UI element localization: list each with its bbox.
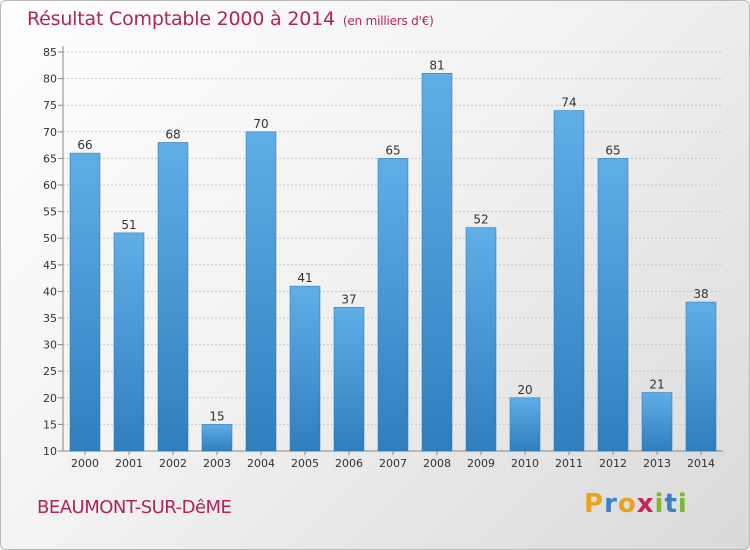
data-label-2002: 68 — [165, 127, 180, 141]
bar-2009 — [465, 227, 497, 452]
bar-2014 — [685, 301, 717, 452]
x-tick-label: 2000 — [71, 457, 99, 470]
y-tick-label: 40 — [43, 285, 57, 298]
x-tick-label: 2006 — [335, 457, 363, 470]
y-tick-label: 30 — [43, 339, 57, 352]
x-tick-label: 2004 — [247, 457, 275, 470]
x-tick-label: 2010 — [511, 457, 539, 470]
x-tick-label: 2009 — [467, 457, 495, 470]
chart-subtitle: (en milliers d'€) — [342, 14, 434, 28]
data-labels: 66 51 68 15 70 41 37 65 81 52 20 74 65 21 38 — [77, 58, 708, 423]
commune-name: BEAUMONT-SUR-DêME — [37, 497, 232, 518]
bar-2004 — [245, 131, 277, 452]
x-tick-label: 2011 — [555, 457, 583, 470]
data-label-2011: 74 — [561, 96, 576, 110]
x-tick-label: 2005 — [291, 457, 319, 470]
data-label-2000: 66 — [77, 138, 92, 152]
data-label-2014: 38 — [693, 287, 708, 301]
logo-letter: t — [664, 489, 678, 519]
data-label-2006: 37 — [341, 292, 356, 306]
data-label-2012: 65 — [605, 143, 620, 157]
chart-title-text: Résultat Comptable 2000 à 2014 — [27, 8, 335, 30]
y-tick-label: 35 — [43, 312, 57, 325]
y-tick-label: 50 — [43, 232, 57, 245]
x-tick-label: 2001 — [115, 457, 143, 470]
logo-letter: r — [604, 489, 618, 519]
y-tick-label: 20 — [43, 392, 57, 405]
y-tick-label: 70 — [43, 126, 57, 139]
logo-letter: o — [617, 489, 637, 519]
bar-2012 — [597, 158, 629, 452]
bar-2013 — [641, 392, 673, 452]
bar-2003 — [201, 424, 233, 452]
y-tick-label: 85 — [43, 46, 57, 59]
x-tick-label: 2014 — [687, 457, 715, 470]
x-tick-label: 2003 — [203, 457, 231, 470]
bars — [69, 73, 717, 452]
data-label-2010: 20 — [517, 383, 532, 397]
data-label-2013: 21 — [649, 377, 664, 391]
bar-2005 — [289, 285, 321, 452]
data-label-2008: 81 — [429, 58, 444, 72]
bar-2002 — [157, 142, 189, 452]
y-tick-label: 45 — [43, 259, 57, 272]
bar-2010 — [509, 397, 541, 452]
data-label-2005: 41 — [297, 271, 312, 285]
y-tick-label: 60 — [43, 179, 57, 192]
proxiti-logo: Proxiti — [584, 489, 688, 519]
logo-letter: i — [654, 489, 665, 519]
bar-2001 — [113, 232, 145, 452]
bar-2008 — [421, 73, 453, 452]
bar-2007 — [377, 158, 409, 452]
data-label-2001: 51 — [121, 218, 136, 232]
x-tick-label: 2012 — [599, 457, 627, 470]
logo-letter: x — [636, 489, 655, 519]
x-tick-label: 2002 — [159, 457, 187, 470]
y-tick-label: 55 — [43, 206, 57, 219]
y-tick-label: 65 — [43, 152, 57, 165]
chart-title: Résultat Comptable 2000 à 2014 (en millie… — [27, 8, 434, 30]
bar-2011 — [553, 110, 585, 452]
logo-letter: P — [584, 489, 605, 519]
bar-2006 — [333, 307, 365, 452]
y-tick-label: 80 — [43, 73, 57, 86]
y-tick-label: 25 — [43, 365, 57, 378]
bar-2000 — [69, 152, 101, 452]
data-label-2009: 52 — [473, 213, 488, 227]
logo-letter: i — [677, 489, 688, 519]
data-label-2003: 15 — [209, 409, 224, 423]
x-tick-label: 2007 — [379, 457, 407, 470]
x-tick-label: 2013 — [643, 457, 671, 470]
y-tick-label: 10 — [43, 445, 57, 458]
data-label-2007: 65 — [385, 143, 400, 157]
data-label-2004: 70 — [253, 117, 268, 131]
y-tick-label: 15 — [43, 418, 57, 431]
x-tick-label: 2008 — [423, 457, 451, 470]
y-tick-label: 75 — [43, 99, 57, 112]
axes: 10 15 20 25 30 35 40 45 50 55 60 65 70 75 80 85 2000 2001… — [43, 46, 723, 470]
